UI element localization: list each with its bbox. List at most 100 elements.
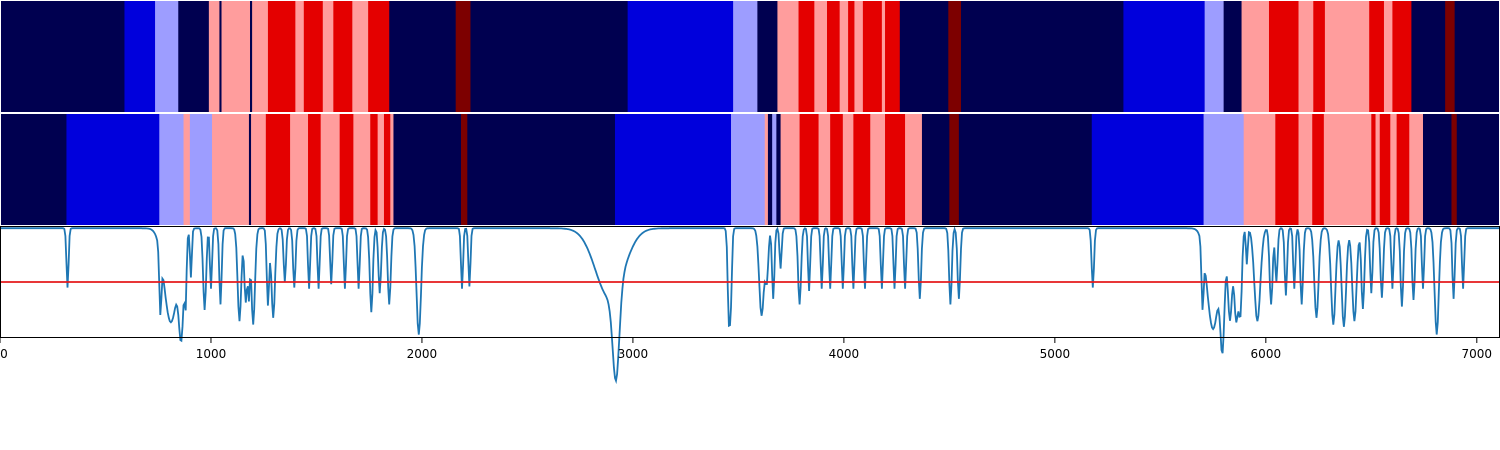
heatmap-cell-1-21 xyxy=(614,114,732,225)
heatmap-cell-0-39 xyxy=(1268,1,1299,112)
heatmap-cell-1-4 xyxy=(189,114,213,225)
heatmap-cell-0-33 xyxy=(948,1,962,112)
heatmap-cell-1-18 xyxy=(393,114,462,225)
heatmap-cell-1-7 xyxy=(251,114,267,225)
heatmap-cell-0-26 xyxy=(839,1,849,112)
heatmap-cell-0-40 xyxy=(1298,1,1314,112)
heatmap-cell-0-27 xyxy=(848,1,855,112)
heatmap-cell-1-1 xyxy=(66,114,160,225)
line-panel xyxy=(0,226,1500,385)
heatmap-cell-1-25 xyxy=(772,114,777,225)
heatmap-cell-1-16 xyxy=(383,114,391,225)
heatmap-cell-1-13 xyxy=(353,114,371,225)
heatmap-cell-1-41 xyxy=(1243,114,1276,225)
x-tick-label-0: 0 xyxy=(0,347,8,361)
heatmap-cell-1-0 xyxy=(0,114,67,225)
heatmap-cell-1-22 xyxy=(731,114,766,225)
heatmap-cell-1-12 xyxy=(339,114,354,225)
signal-line xyxy=(0,226,1500,385)
heatmap-cell-1-9 xyxy=(290,114,309,225)
x-tick-label-4000: 4000 xyxy=(829,347,860,361)
heatmap-cell-0-29 xyxy=(862,1,883,112)
heatmap-cell-0-32 xyxy=(899,1,949,112)
heatmap-cell-1-54 xyxy=(1456,114,1500,225)
heatmap-cell-0-9 xyxy=(267,1,296,112)
heatmap-cell-0-42 xyxy=(1324,1,1370,112)
heatmap-cell-1-29 xyxy=(818,114,831,225)
heatmap-cell-1-40 xyxy=(1203,114,1245,225)
heatmap-cell-1-45 xyxy=(1323,114,1372,225)
heatmap-cell-0-44 xyxy=(1383,1,1393,112)
heatmap-cell-1-34 xyxy=(885,114,906,225)
heatmap-cell-1-5 xyxy=(212,114,250,225)
heatmap-cell-0-43 xyxy=(1369,1,1385,112)
x-tick-label-7000: 7000 xyxy=(1462,347,1493,361)
heatmap-cell-1-36 xyxy=(921,114,950,225)
heatmap-cell-1-46 xyxy=(1371,114,1376,225)
heatmap-cell-1-42 xyxy=(1275,114,1299,225)
heatmap-cell-1-51 xyxy=(1409,114,1424,225)
heatmap-cell-1-20 xyxy=(467,114,616,225)
x-axis: 0 1000 2000 3000 4000 5000 6000 7000 xyxy=(0,338,1492,361)
x-tick-label-1000: 1000 xyxy=(196,347,227,361)
heatmap-cell-0-47 xyxy=(1445,1,1456,112)
heatmap-cell-1-37 xyxy=(949,114,960,225)
heatmap-cell-0-25 xyxy=(827,1,841,112)
heatmap-cell-1-39 xyxy=(1091,114,1204,225)
x-tick-label-6000: 6000 xyxy=(1251,347,1282,361)
heatmap-cell-1-8 xyxy=(265,114,291,225)
heatmap-cell-0-7 xyxy=(250,1,253,112)
heatmap-cell-0-36 xyxy=(1204,1,1225,112)
x-tick-label-2000: 2000 xyxy=(407,347,438,361)
heatmap-cell-1-43 xyxy=(1298,114,1313,225)
heatmap-cell-0-18 xyxy=(470,1,629,112)
heatmap-cell-0-48 xyxy=(1454,1,1500,112)
heatmap-cell-1-28 xyxy=(799,114,819,225)
heatmap-cell-1-2 xyxy=(159,114,184,225)
heatmap-cell-0-20 xyxy=(733,1,758,112)
heatmap-cell-1-32 xyxy=(853,114,871,225)
heatmap-cell-1-24 xyxy=(767,114,773,225)
heatmap-cell-1-52 xyxy=(1422,114,1452,225)
heatmap-cell-1-17 xyxy=(390,114,394,225)
heatmap-cell-0-34 xyxy=(960,1,1124,112)
heatmap-cell-1-10 xyxy=(308,114,322,225)
heatmap-cell-1-19 xyxy=(460,114,468,225)
heatmap-cell-0-4 xyxy=(208,1,220,112)
heatmap-cell-0-10 xyxy=(295,1,305,112)
heatmap-cell-0-8 xyxy=(252,1,269,112)
heatmap-cell-0-13 xyxy=(333,1,353,112)
heatmap-cell-1-27 xyxy=(780,114,800,225)
heatmap-cell-0-28 xyxy=(854,1,864,112)
heatmap-cell-0-41 xyxy=(1313,1,1326,112)
heatmap-cell-0-24 xyxy=(814,1,828,112)
heatmap-cell-0-35 xyxy=(1123,1,1206,112)
heatmap-cell-0-16 xyxy=(389,1,457,112)
heatmap-cell-1-14 xyxy=(370,114,379,225)
heatmap-cell-0-17 xyxy=(455,1,471,112)
heatmap-cell-1-6 xyxy=(248,114,252,225)
heatmap-cell-0-15 xyxy=(368,1,390,112)
x-tick-label-3000: 3000 xyxy=(618,347,649,361)
heatmap-cell-1-48 xyxy=(1379,114,1391,225)
heatmap-cell-0-11 xyxy=(303,1,324,112)
heatmap-cell-1-53 xyxy=(1451,114,1458,225)
heatmap-cell-1-3 xyxy=(183,114,191,225)
heatmap-cell-0-31 xyxy=(885,1,901,112)
heatmap-cell-1-26 xyxy=(776,114,781,225)
heatmap-cell-0-19 xyxy=(627,1,734,112)
heatmap-cell-1-50 xyxy=(1396,114,1410,225)
heatmap-cell-0-38 xyxy=(1241,1,1270,112)
heatmap-cell-0-14 xyxy=(352,1,369,112)
heatmap-cell-1-47 xyxy=(1375,114,1381,225)
heatmap-cell-1-35 xyxy=(905,114,923,225)
heatmap-cell-0-3 xyxy=(178,1,210,112)
heatmap-cell-0-21 xyxy=(757,1,778,112)
heatmap-cell-0-2 xyxy=(155,1,179,112)
heatmap-cell-0-23 xyxy=(798,1,815,112)
heatmap-cell-1-33 xyxy=(870,114,886,225)
heatmap-cell-0-30 xyxy=(881,1,886,112)
heatmap-cell-1-31 xyxy=(842,114,854,225)
heatmap-cell-0-12 xyxy=(322,1,334,112)
